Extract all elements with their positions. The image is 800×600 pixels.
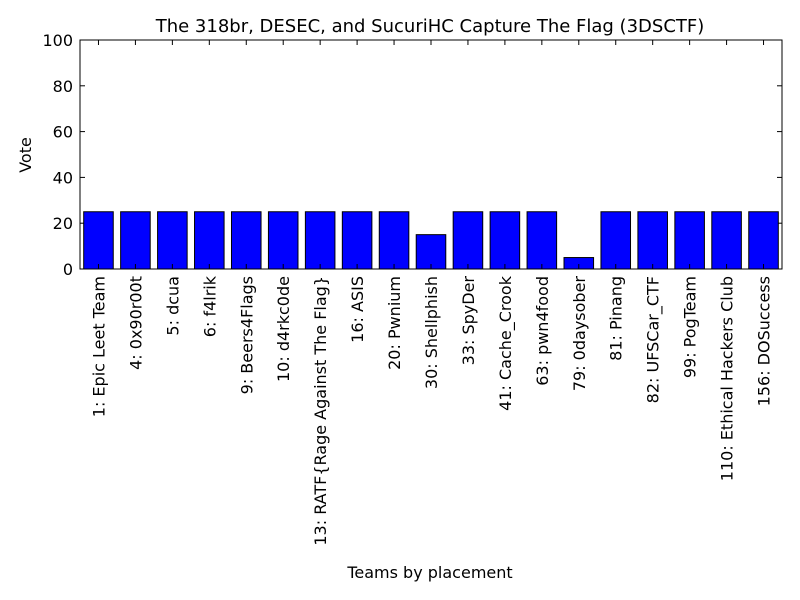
bar xyxy=(489,211,521,270)
y-axis-label: Vote xyxy=(16,137,35,173)
x-axis-label: Teams by placement xyxy=(346,563,512,582)
x-tick-label: 41: Cache_Crook xyxy=(496,275,516,411)
x-tick-label: 63: pwn4food xyxy=(533,276,552,386)
bar-series xyxy=(83,211,779,270)
bar xyxy=(748,211,779,270)
y-axis-ticks: 0 20 40 60 80 100 xyxy=(42,31,782,279)
bar xyxy=(711,211,742,270)
x-tick-label: 81: Pinang xyxy=(607,276,626,361)
y-tick-label: 100 xyxy=(42,31,73,50)
x-tick-label: 82: UFSCar_CTF xyxy=(644,276,664,403)
x-axis-ticks: 1: Epic Leet Team 4: 0x90r00t 5: dcua 6: f4… xyxy=(89,40,774,546)
x-tick-label: 79: 0daysober xyxy=(570,276,589,392)
x-tick-label: 99: PogTeam xyxy=(681,276,700,378)
x-tick-label: 9: Beers4Flags xyxy=(237,276,256,394)
bar xyxy=(83,211,114,270)
x-tick-label: 4: 0x90r00t xyxy=(126,276,145,370)
y-tick-label: 0 xyxy=(63,260,73,279)
x-tick-label: 1: Epic Leet Team xyxy=(89,276,108,417)
bar xyxy=(415,234,447,270)
y-tick-label: 80 xyxy=(53,77,73,96)
bar xyxy=(230,211,262,270)
x-tick-label: 20: Pwnium xyxy=(385,276,404,370)
bar xyxy=(304,211,336,270)
bar xyxy=(267,211,299,270)
chart-title: The 318br, DESEC, and SucuriHC Capture T… xyxy=(155,16,705,37)
bar xyxy=(120,211,151,270)
bar xyxy=(157,211,188,270)
bar xyxy=(600,211,632,270)
bar xyxy=(674,211,705,270)
x-tick-label: 10: d4rkc0de xyxy=(274,276,293,382)
x-tick-label: 156: DOSuccess xyxy=(755,276,774,406)
bar xyxy=(452,211,484,270)
x-tick-label: 33: SpyDer xyxy=(459,276,478,366)
y-tick-label: 60 xyxy=(53,123,73,142)
y-tick-label: 20 xyxy=(53,214,73,233)
bar xyxy=(194,211,225,270)
x-tick-label: 6: f4lrik xyxy=(200,275,219,337)
plot-area-frame xyxy=(79,39,783,270)
bar xyxy=(637,211,668,270)
bar xyxy=(526,211,558,270)
x-tick-label: 5: dcua xyxy=(163,276,182,336)
bar xyxy=(378,211,410,270)
x-tick-label: 30: Shellphish xyxy=(422,276,441,389)
bar xyxy=(341,211,373,270)
x-tick-label: 110: Ethical Hackers Club xyxy=(718,276,737,481)
y-tick-label: 40 xyxy=(53,168,73,187)
x-tick-label: 13: RATF{Rage Against The Flag} xyxy=(311,276,330,546)
x-tick-label: 16: ASIS xyxy=(348,276,367,343)
